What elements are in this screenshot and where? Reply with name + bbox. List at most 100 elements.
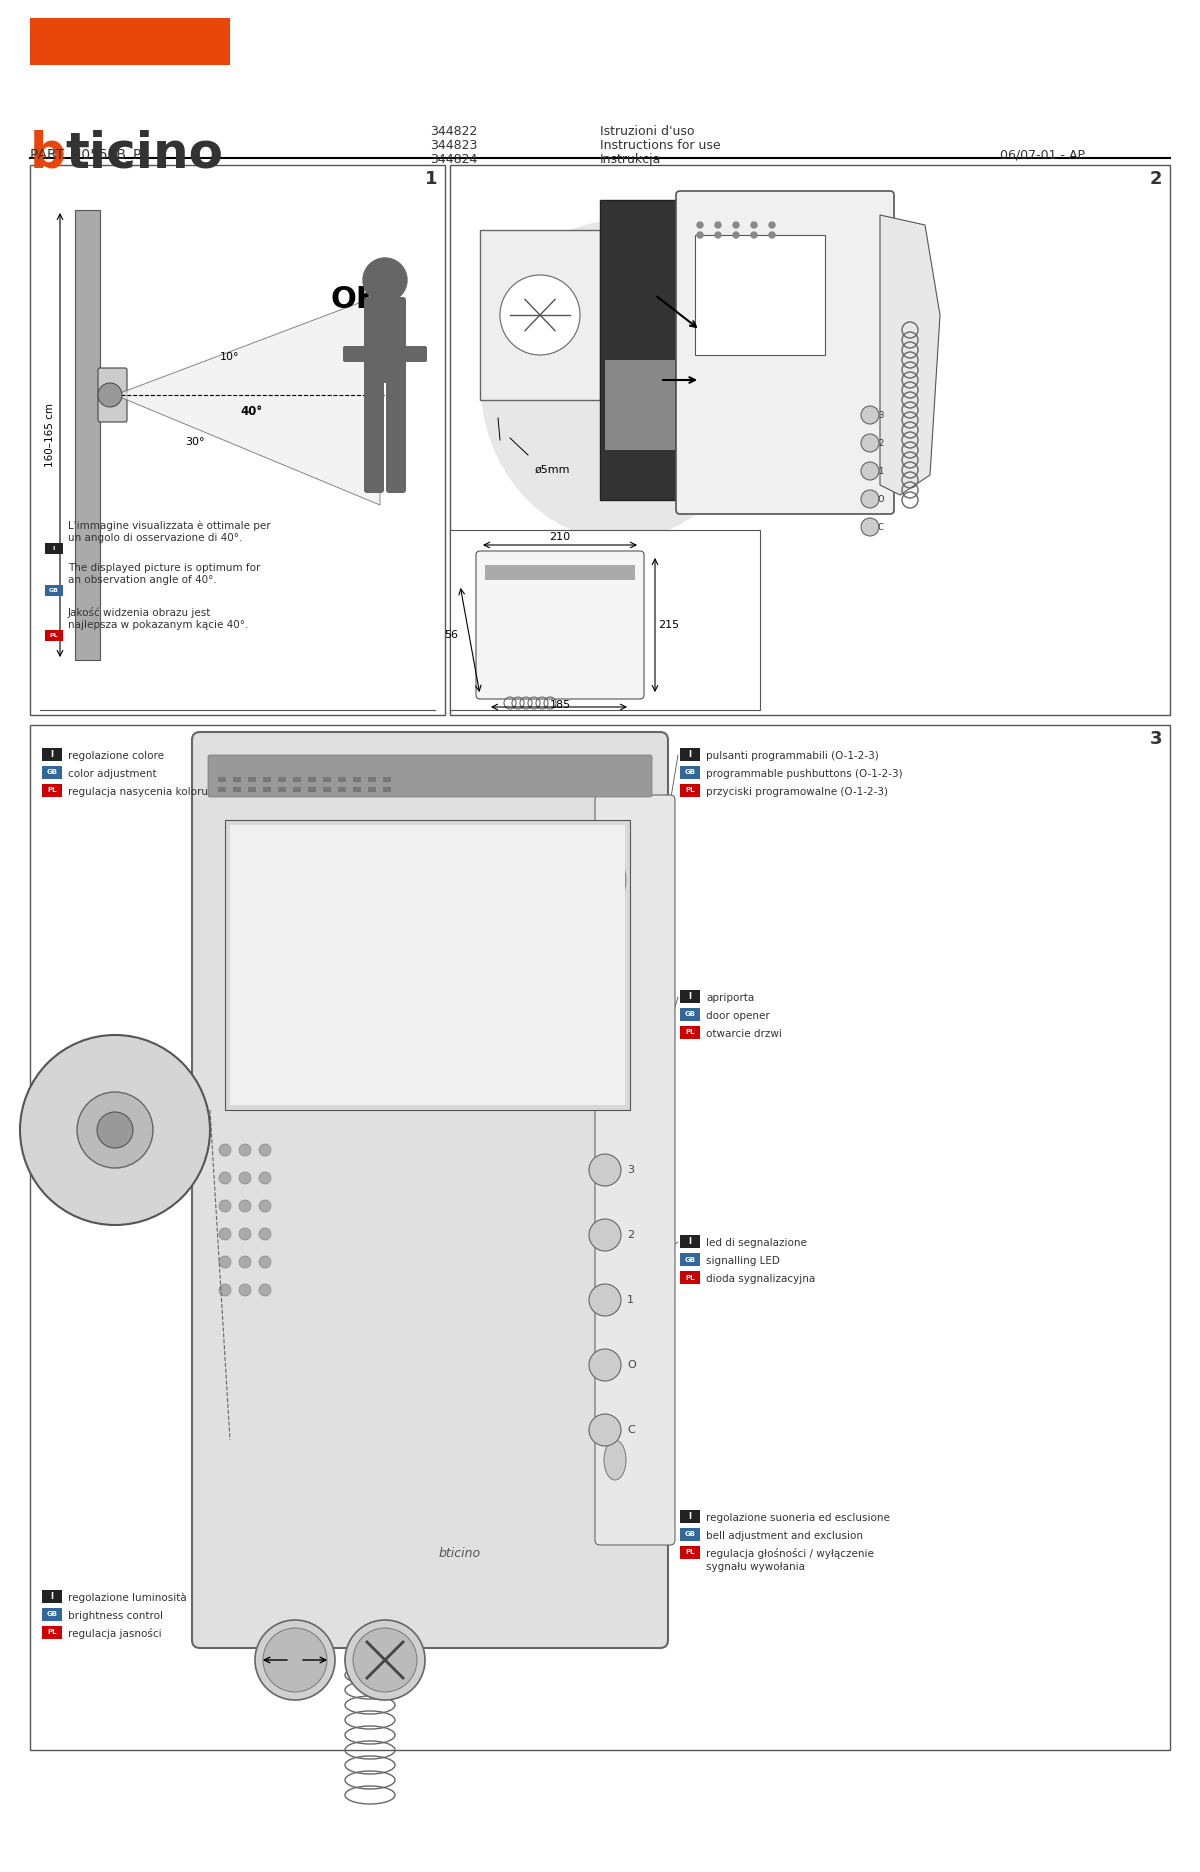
Bar xyxy=(680,1546,700,1559)
Circle shape xyxy=(263,1629,326,1692)
Bar xyxy=(293,786,301,792)
Circle shape xyxy=(239,1256,251,1267)
Bar xyxy=(230,826,625,1104)
Bar xyxy=(248,786,256,792)
Text: 56: 56 xyxy=(444,631,458,640)
Bar xyxy=(680,1007,700,1020)
Text: I: I xyxy=(689,992,691,1002)
Text: programmable pushbuttons (O-1-2-3): programmable pushbuttons (O-1-2-3) xyxy=(706,769,902,779)
FancyBboxPatch shape xyxy=(480,230,600,401)
Circle shape xyxy=(259,1144,271,1157)
Text: 3: 3 xyxy=(878,410,883,419)
Bar xyxy=(248,777,256,782)
FancyBboxPatch shape xyxy=(208,754,652,797)
Bar xyxy=(485,565,635,580)
Circle shape xyxy=(259,1200,271,1211)
Bar xyxy=(218,777,226,782)
FancyBboxPatch shape xyxy=(476,550,644,698)
Bar xyxy=(233,786,241,792)
Text: GB: GB xyxy=(49,588,59,593)
Text: GB: GB xyxy=(684,1011,696,1018)
Text: ø5mm: ø5mm xyxy=(535,464,570,475)
Circle shape xyxy=(259,1284,271,1295)
Circle shape xyxy=(220,1144,230,1157)
Circle shape xyxy=(715,223,721,228)
Bar xyxy=(680,1271,700,1284)
Circle shape xyxy=(862,406,878,423)
Text: regulacja głośności / wyłączenie: regulacja głośności / wyłączenie xyxy=(706,1548,874,1559)
Text: 160–165 cm: 160–165 cm xyxy=(46,402,55,466)
Circle shape xyxy=(862,434,878,451)
Bar xyxy=(323,777,331,782)
Circle shape xyxy=(751,223,757,228)
Bar xyxy=(680,1236,700,1249)
Ellipse shape xyxy=(480,221,760,539)
Text: Jakość widzenia obrazu jest
najlepsza w pokazanym kącie 40°.: Jakość widzenia obrazu jest najlepsza w … xyxy=(68,607,248,631)
Text: 344823: 344823 xyxy=(430,139,478,152)
Text: Istruzioni d'uso: Istruzioni d'uso xyxy=(600,125,695,139)
Circle shape xyxy=(77,1091,154,1168)
Bar xyxy=(42,1589,62,1602)
Bar xyxy=(450,530,760,709)
Bar xyxy=(46,584,64,595)
Circle shape xyxy=(353,1629,418,1692)
Text: O: O xyxy=(628,1359,636,1370)
Text: 3: 3 xyxy=(628,1164,634,1176)
Circle shape xyxy=(220,1228,230,1239)
Circle shape xyxy=(259,1172,271,1183)
Text: Instructions for use: Instructions for use xyxy=(600,139,721,152)
Circle shape xyxy=(220,1172,230,1183)
Text: sygnału wywołania: sygnału wywołania xyxy=(706,1561,805,1572)
Text: signalling LED: signalling LED xyxy=(706,1256,780,1265)
Bar xyxy=(42,1627,62,1640)
Text: bell adjustment and exclusion: bell adjustment and exclusion xyxy=(706,1531,863,1541)
Bar xyxy=(680,1252,700,1265)
Bar xyxy=(46,631,64,640)
Bar xyxy=(46,543,64,554)
Text: 1: 1 xyxy=(425,170,437,187)
Bar xyxy=(338,786,346,792)
Bar xyxy=(233,777,241,782)
FancyBboxPatch shape xyxy=(386,376,406,492)
Circle shape xyxy=(239,1200,251,1211)
Text: GB: GB xyxy=(684,1256,696,1262)
Text: 210: 210 xyxy=(550,532,570,543)
Text: I: I xyxy=(53,547,55,550)
Circle shape xyxy=(239,1228,251,1239)
Text: I: I xyxy=(50,1591,54,1601)
Text: 185: 185 xyxy=(550,700,570,709)
Text: 40°: 40° xyxy=(240,404,262,417)
Circle shape xyxy=(97,1112,133,1148)
Bar xyxy=(226,820,630,1110)
Text: Instrukcja: Instrukcja xyxy=(600,154,661,167)
Circle shape xyxy=(220,1284,230,1295)
Text: PL: PL xyxy=(685,1030,695,1035)
Text: regulacja jasności: regulacja jasności xyxy=(68,1629,162,1640)
Text: PL: PL xyxy=(685,788,695,794)
Bar xyxy=(278,786,286,792)
Circle shape xyxy=(862,490,878,507)
FancyBboxPatch shape xyxy=(98,369,127,421)
Bar xyxy=(263,786,271,792)
Text: 10°: 10° xyxy=(220,352,240,361)
Circle shape xyxy=(751,232,757,238)
Text: I: I xyxy=(689,751,691,758)
Text: I: I xyxy=(689,1513,691,1520)
Text: O: O xyxy=(878,494,884,504)
Text: door opener: door opener xyxy=(706,1011,769,1020)
FancyBboxPatch shape xyxy=(364,298,406,384)
Bar xyxy=(368,786,376,792)
Bar xyxy=(30,165,445,715)
Text: regulacja nasycenia koloru: regulacja nasycenia koloru xyxy=(68,786,208,797)
FancyBboxPatch shape xyxy=(595,796,674,1544)
Text: przyciski programowalne (O-1-2-3): przyciski programowalne (O-1-2-3) xyxy=(706,786,888,797)
Circle shape xyxy=(259,1256,271,1267)
Circle shape xyxy=(20,1035,210,1224)
Text: 344824: 344824 xyxy=(430,154,478,167)
Text: 3: 3 xyxy=(1150,730,1162,749)
Bar xyxy=(263,777,271,782)
Ellipse shape xyxy=(604,859,626,900)
Text: 344822: 344822 xyxy=(430,125,478,139)
Text: I: I xyxy=(689,1237,691,1247)
Text: PL: PL xyxy=(47,1629,56,1636)
